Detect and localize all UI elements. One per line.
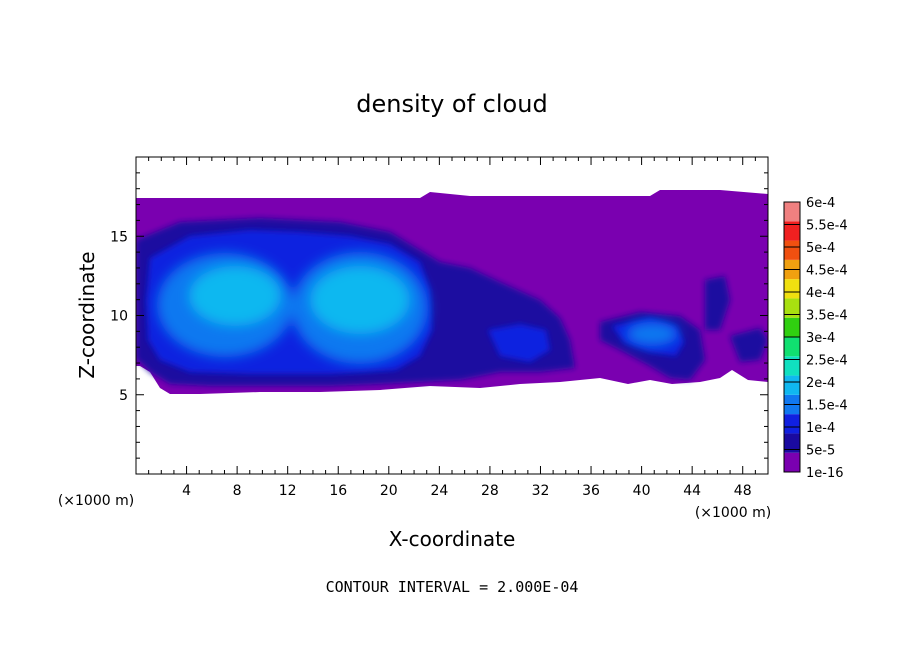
x-tick-label: 24 — [430, 483, 448, 499]
x-tick-label: 48 — [734, 483, 752, 499]
colorbar-swatch — [784, 452, 800, 472]
x-unit-label-left: (×1000 m) — [58, 493, 134, 509]
colorbar-label: 6e-4 — [806, 196, 835, 211]
colorbar-swatch — [784, 414, 800, 434]
colorbar-label: 4e-4 — [806, 286, 835, 301]
colorbar-label: 2e-4 — [806, 376, 835, 391]
x-axis-label: X-coordinate — [389, 527, 516, 551]
x-unit-label-right: (×1000 m) — [695, 505, 771, 521]
colorbar-label: 1e-4 — [806, 421, 835, 436]
colorbar-label: 1e-16 — [806, 466, 844, 481]
x-tick-label: 36 — [582, 483, 600, 499]
colorbar-swatch — [784, 221, 800, 241]
y-axis-label: Z-coordinate — [75, 251, 99, 378]
x-tick-label: 40 — [633, 483, 651, 499]
x-tick-label: 12 — [279, 483, 297, 499]
colorbar-label: 5e-4 — [806, 241, 835, 256]
colorbar-swatch — [784, 240, 800, 260]
cloud-field — [136, 190, 768, 394]
colorbar-label: 1.5e-4 — [806, 399, 848, 414]
x-tick-label: 20 — [380, 483, 398, 499]
colorbar-swatch — [784, 279, 800, 299]
x-tick-label: 32 — [532, 483, 550, 499]
y-tick-label: 10 — [110, 309, 128, 325]
colorbar-label: 2.5e-4 — [806, 354, 848, 369]
y-tick-label: 15 — [110, 229, 128, 245]
x-tick-label: 16 — [329, 483, 347, 499]
x-tick-label: 28 — [481, 483, 499, 499]
colorbar-swatch — [784, 298, 800, 318]
x-tick-label: 4 — [182, 483, 191, 499]
colorbar-label: 3e-4 — [806, 331, 835, 346]
x-tick-label: 8 — [233, 483, 242, 499]
chart-title: density of cloud — [356, 90, 547, 118]
x-tick-label: 44 — [683, 483, 701, 499]
colorbar: 1e-16 5e-5 1e-4 1.5e-4 2e-4 2.5e-4 3e-4 3.5e-4 4… — [783, 196, 848, 481]
cloud-level-5 — [189, 266, 410, 334]
colorbar-swatch — [784, 375, 800, 395]
contour-interval-note: CONTOUR INTERVAL = 2.000E-04 — [326, 578, 579, 596]
colorbar-label: 5.5e-4 — [806, 219, 848, 234]
colorbar-swatch — [784, 356, 800, 376]
colorbar-swatch — [784, 317, 800, 337]
y-tick-label: 5 — [119, 388, 128, 404]
colorbar-swatch — [784, 433, 800, 453]
colorbar-label: 4.5e-4 — [806, 264, 848, 279]
colorbar-swatch — [784, 337, 800, 357]
colorbar-label: 3.5e-4 — [806, 309, 848, 324]
colorbar-label: 5e-5 — [806, 444, 835, 459]
colorbar-swatch — [784, 202, 800, 222]
